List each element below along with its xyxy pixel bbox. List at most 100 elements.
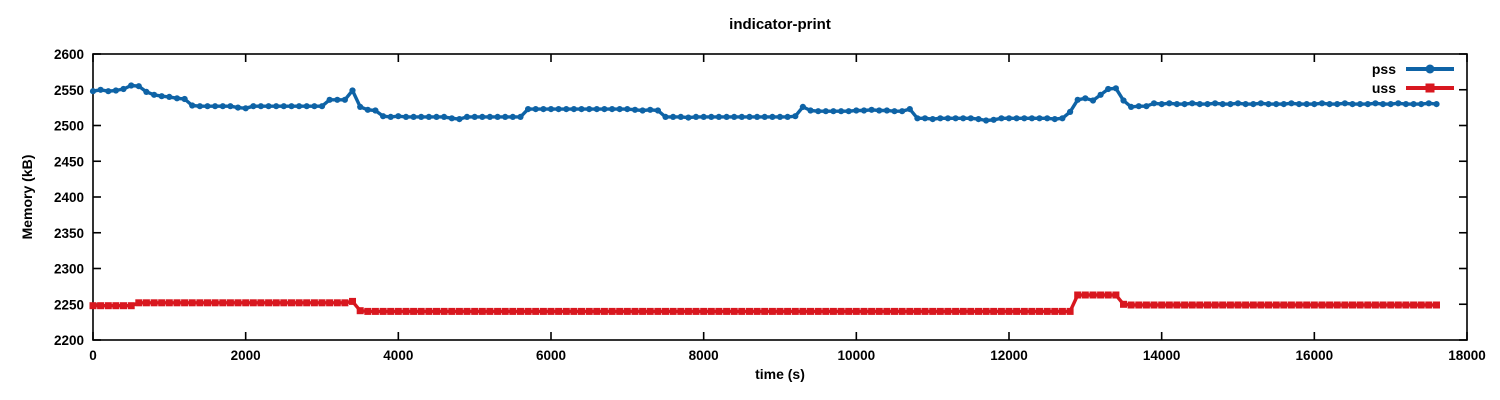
uss-point [1211,301,1219,309]
pss-point [1326,101,1333,108]
uss-point [112,302,120,310]
plot-border [92,53,1468,341]
pss-point [135,83,142,90]
legend-label-uss: uss [1371,80,1396,96]
pss-point [1143,103,1150,110]
uss-point [959,307,967,315]
uss-point [288,299,295,307]
pss-point [1135,103,1142,110]
uss-point [1013,307,1021,315]
uss-point [662,307,669,315]
pss-point [1219,101,1226,108]
pss-point [158,93,165,100]
pss-point [1036,115,1043,122]
uss-point [219,299,227,307]
uss-point [990,307,998,315]
pss-point [166,93,173,100]
uss-point [142,299,150,307]
uss-point [1181,301,1189,309]
uss-point [379,307,387,315]
uss-point [639,307,647,315]
pss-point [746,113,753,120]
uss-point [921,307,929,315]
pss-point [1395,100,1402,107]
pss-point [463,113,471,120]
pss-point [234,104,242,111]
pss-point [1059,115,1066,122]
uss-point [684,307,692,315]
uss-point [371,307,379,315]
uss-point [807,307,814,315]
uss-point [570,307,578,315]
y-tick-label: 2400 [54,190,84,205]
pss-point [799,103,807,110]
pss-point [112,87,119,94]
uss-point [646,307,654,315]
uss-point [295,299,303,307]
uss-point [1242,301,1250,309]
uss-point [1036,307,1043,315]
pss-point [204,103,211,110]
pss-point [891,108,898,115]
uss-point [555,307,563,315]
uss-point [845,307,853,315]
uss-point [761,307,769,315]
uss-point [1226,301,1234,309]
x-tick-label: 2000 [231,348,261,363]
pss-point [387,113,394,120]
x-tick-label: 14000 [1143,348,1181,363]
uss-point [814,307,822,315]
uss-point [1020,307,1028,315]
uss-point [1402,301,1410,309]
uss-point [631,307,639,315]
pss-point [990,116,997,123]
pss-point [815,108,822,115]
pss-point [1433,101,1440,108]
pss-point [593,106,600,113]
uss-point [1165,301,1173,309]
pss-point [1089,97,1097,104]
uss-point [906,307,914,315]
uss-point [1349,301,1356,309]
uss-point [249,299,257,307]
uss-point [1234,301,1242,309]
pss-point [143,88,150,95]
pss-point [1074,96,1081,103]
pss-point [631,106,639,113]
legend-sample-pss [1406,63,1454,75]
pss-point [1051,116,1058,123]
uss-point [799,307,807,315]
uss-point [242,299,250,307]
pss-point [1257,100,1264,107]
uss-point [97,302,105,310]
pss-point [1334,101,1341,108]
x-tick-label: 6000 [536,348,566,363]
y-tick-label: 2550 [54,83,84,98]
uss-point [226,299,234,307]
pss-point [280,103,287,110]
pss-point [250,103,257,110]
uss-point [578,307,585,315]
uss-point [1089,291,1097,299]
pss-point [692,113,700,120]
uss-point [1028,307,1036,315]
pss-point [1402,101,1409,108]
uss-point [1127,301,1135,309]
pss-point [1120,97,1127,104]
pss-point [1242,101,1249,108]
pss-point [876,107,883,114]
legend-marker-pss-circle-icon [1425,64,1435,74]
uss-point [562,307,570,315]
pss-point [830,108,837,115]
pss-point [1128,103,1135,110]
pss-point [929,116,936,123]
uss-point [188,299,196,307]
uss-point [608,307,616,315]
pss-point [1212,100,1219,107]
pss-point [441,113,448,120]
uss-point [669,307,677,315]
x-tick-label: 0 [89,348,97,363]
uss-point [1173,301,1181,309]
pss-point [647,106,654,113]
